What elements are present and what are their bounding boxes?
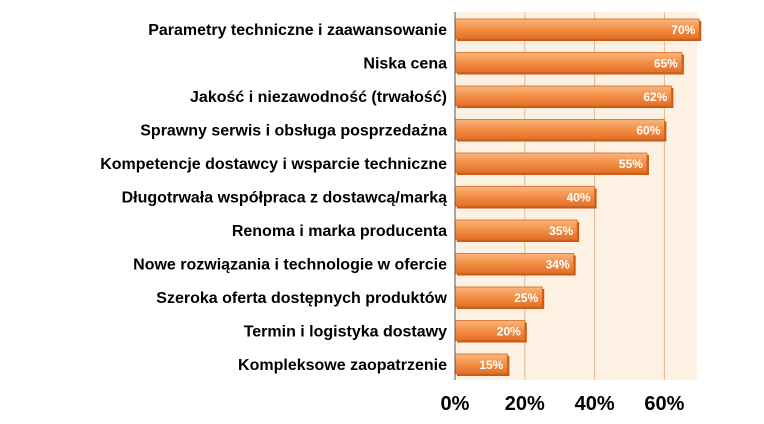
value-label: 60% xyxy=(636,124,660,138)
value-label: 20% xyxy=(497,325,521,339)
category-label: Niska cena xyxy=(363,56,447,73)
value-label: 40% xyxy=(567,191,591,205)
x-tick-label: 20% xyxy=(505,393,545,415)
value-label: 70% xyxy=(671,23,695,37)
category-label: Renoma i marka producenta xyxy=(232,223,447,240)
value-label: 35% xyxy=(549,224,573,238)
x-axis-tick-labels: 0% 20% 40% 60% xyxy=(441,393,685,415)
value-label: 65% xyxy=(654,57,678,71)
category-label: Kompleksowe zaopatrzenie xyxy=(238,357,447,374)
category-label: Kompetencje dostawcy i wsparcie technicz… xyxy=(100,156,447,173)
x-tick-label: 40% xyxy=(575,393,615,415)
bar xyxy=(454,52,683,73)
category-label: Parametry techniczne i zaawansowanie xyxy=(148,22,447,39)
bars xyxy=(454,18,702,376)
category-labels: Parametry techniczne i zaawansowanie Nisk… xyxy=(100,22,447,374)
value-labels: 70% 65% 62% 60% 55% 40% 35% 34% 25% 20% 15% xyxy=(479,23,695,372)
category-label: Termin i logistyka dostawy xyxy=(244,324,447,341)
value-label: 25% xyxy=(514,291,538,305)
category-label: Sprawny serwis i obsługa posprzedażna xyxy=(140,123,447,140)
category-label: Nowe rozwiązania i technologie w ofercie xyxy=(133,257,447,274)
value-label: 34% xyxy=(546,258,570,272)
value-label: 62% xyxy=(643,90,667,104)
value-label: 15% xyxy=(479,358,503,372)
category-label: Szeroka oferta dostępnych produktów xyxy=(156,290,447,307)
x-tick-label: 60% xyxy=(644,393,684,415)
bar xyxy=(454,85,672,107)
category-label: Jakość i niezawodność (trwałość) xyxy=(190,89,447,106)
bar xyxy=(454,18,700,40)
x-tick-label: 0% xyxy=(441,393,470,415)
value-label: 55% xyxy=(619,157,643,171)
category-label: Długotrwała współpraca z dostawcą/marką xyxy=(122,190,448,207)
bar xyxy=(454,119,665,140)
